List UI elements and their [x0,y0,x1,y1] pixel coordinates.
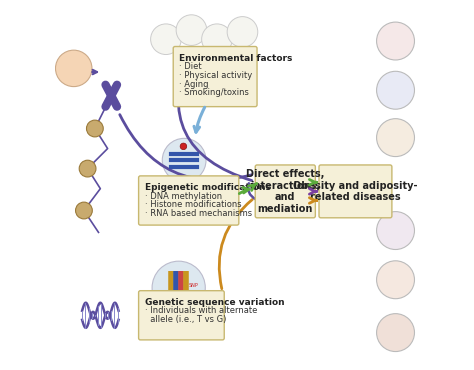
Circle shape [79,160,96,177]
Circle shape [152,261,205,314]
FancyBboxPatch shape [138,291,224,340]
Circle shape [376,261,414,299]
Circle shape [376,71,414,109]
Text: · Smoking/toxins: · Smoking/toxins [180,88,249,97]
FancyBboxPatch shape [173,47,257,107]
Circle shape [376,119,414,157]
FancyBboxPatch shape [255,165,315,218]
Circle shape [176,15,207,46]
Circle shape [227,17,258,47]
Text: · DNA methylation: · DNA methylation [145,192,222,201]
Circle shape [86,120,103,137]
Circle shape [376,22,414,60]
Circle shape [162,138,206,182]
Text: SNP: SNP [189,283,199,289]
Circle shape [201,24,232,54]
Text: allele (i.e., T vs G): allele (i.e., T vs G) [145,315,226,324]
Text: · Aging: · Aging [180,80,209,89]
Text: Genetic sequence variation: Genetic sequence variation [145,298,284,307]
Text: Epigenetic modifications: Epigenetic modifications [145,183,271,192]
FancyBboxPatch shape [138,176,239,225]
Text: · Physical activity: · Physical activity [180,71,253,80]
Text: · Histone modifications: · Histone modifications [145,200,241,209]
Circle shape [376,212,414,249]
Text: · RNA based mechanisms: · RNA based mechanisms [145,209,252,218]
Text: Environmental factors: Environmental factors [180,54,293,63]
Circle shape [151,24,181,54]
FancyBboxPatch shape [319,165,392,218]
Text: · Diet: · Diet [180,62,202,71]
Circle shape [180,143,187,149]
Text: Direct effects,
interactions,
and
mediation: Direct effects, interactions, and mediat… [246,169,325,214]
Circle shape [75,202,92,219]
Text: · Individuals with alternate: · Individuals with alternate [145,306,257,315]
Text: Obesity and adiposity-
related diseases: Obesity and adiposity- related diseases [293,181,418,202]
Circle shape [55,50,92,87]
Circle shape [376,314,414,352]
